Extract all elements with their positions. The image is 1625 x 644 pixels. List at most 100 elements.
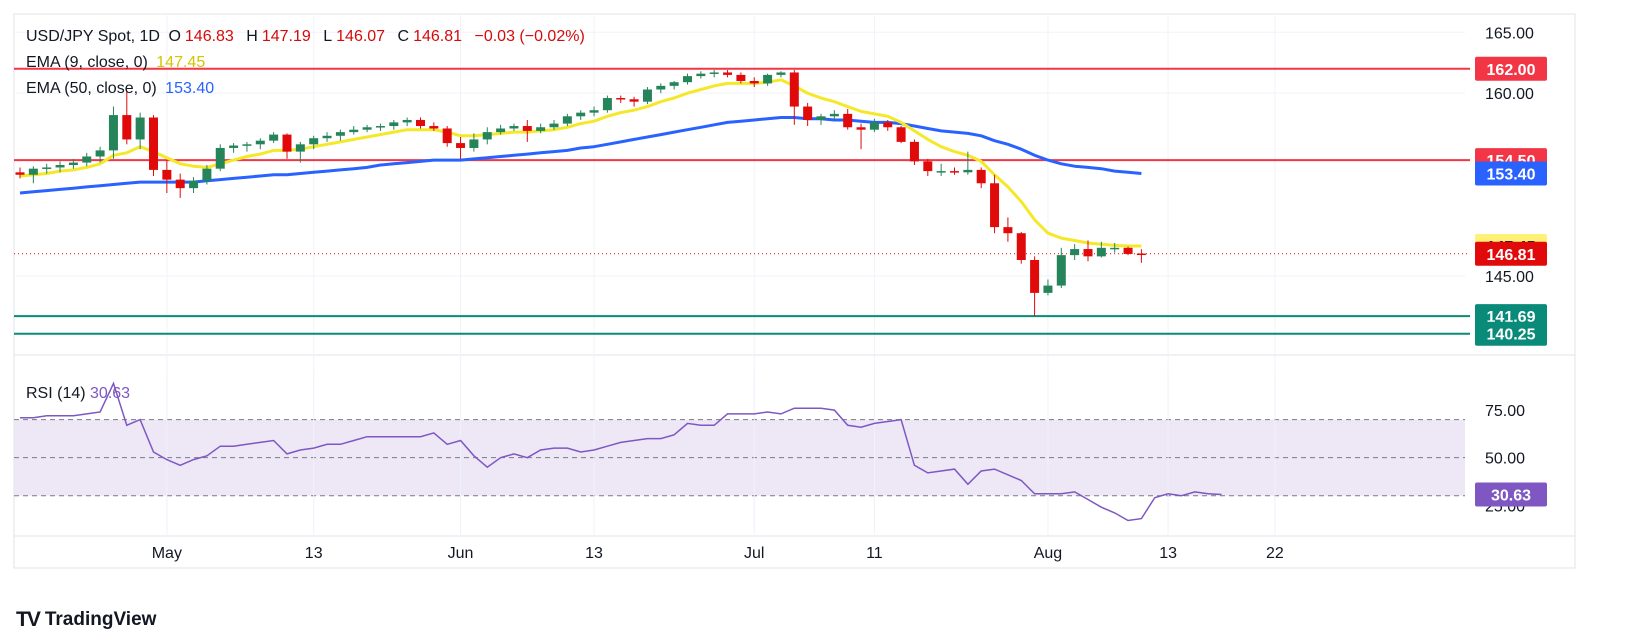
- time-axis-tick: Aug: [1034, 545, 1062, 562]
- candle: [843, 108, 853, 130]
- candle-body: [215, 147, 225, 169]
- candle-body: [1096, 247, 1106, 257]
- candle: [1030, 256, 1040, 317]
- ema9-label: EMA (9, close, 0): [26, 54, 148, 71]
- candle: [896, 126, 906, 144]
- price-axis-tick: 165.00: [1485, 25, 1534, 42]
- candle-body: [656, 85, 666, 90]
- candle-body: [1056, 255, 1066, 286]
- candle: [522, 119, 532, 142]
- candle-body: [1003, 227, 1013, 234]
- candle: [536, 123, 546, 134]
- candle-body: [763, 74, 773, 84]
- ohlc-high: H 147.19: [246, 28, 311, 45]
- rsi-axis-tick: 50.00: [1485, 451, 1525, 468]
- candle-body: [162, 169, 172, 180]
- candle: [1070, 244, 1080, 261]
- candle-body: [135, 117, 145, 140]
- ohlc-low: L 146.07: [323, 28, 386, 45]
- candle: [149, 115, 158, 176]
- candle-body: [82, 156, 92, 163]
- candle-body: [602, 98, 612, 111]
- candle-body: [843, 113, 853, 128]
- candle-body: [322, 135, 332, 139]
- ema50-value: 153.40: [165, 80, 215, 97]
- candle: [549, 119, 559, 130]
- candle-body: [749, 80, 759, 84]
- candle-body: [202, 168, 212, 181]
- candle: [255, 138, 265, 150]
- candle: [1056, 247, 1066, 289]
- time-axis-tick: 11: [866, 545, 883, 562]
- ema9-legend[interactable]: EMA (9, close, 0) 147.45: [26, 54, 209, 72]
- tradingview-logo-icon: TV: [16, 608, 41, 631]
- candle: [562, 113, 572, 127]
- candle-body: [549, 123, 559, 128]
- candle: [309, 135, 319, 150]
- candle-body: [402, 119, 412, 123]
- candle: [15, 167, 25, 179]
- candle: [869, 118, 879, 133]
- candle: [723, 70, 733, 78]
- candle: [789, 70, 799, 125]
- candle: [496, 124, 506, 135]
- level-tag-140.25-bg: [1475, 321, 1547, 346]
- candle-body: [309, 138, 319, 145]
- candle-body: [255, 140, 265, 145]
- candle: [576, 110, 586, 120]
- candle-body: [883, 122, 893, 128]
- rsi-legend[interactable]: RSI (14) 30.63: [26, 385, 130, 403]
- candle-body: [469, 139, 479, 148]
- candle: [175, 173, 185, 198]
- candle-body: [869, 122, 879, 130]
- candle: [95, 146, 105, 163]
- candle: [950, 167, 959, 175]
- candle-body: [509, 126, 519, 129]
- candle: [1043, 279, 1053, 296]
- candle: [295, 141, 305, 163]
- candle: [189, 177, 199, 194]
- candle: [736, 72, 746, 84]
- candle-body: [42, 167, 52, 169]
- candle-body: [1043, 285, 1053, 293]
- candle: [936, 163, 946, 176]
- candle-body: [95, 150, 105, 157]
- candle-body: [562, 116, 572, 124]
- symbol-name[interactable]: USD/JPY Spot, 1D: [26, 28, 160, 45]
- candle: [162, 160, 172, 194]
- tradingview-brand[interactable]: TV TradingView: [16, 608, 156, 632]
- candle: [469, 133, 479, 152]
- ema50-legend[interactable]: EMA (50, close, 0) 153.40: [26, 80, 218, 98]
- candle-body: [950, 171, 959, 173]
- ema50-label: EMA (50, close, 0): [26, 80, 157, 97]
- candle-body: [55, 165, 65, 168]
- candle: [242, 141, 252, 152]
- candle: [709, 70, 719, 78]
- candle: [990, 174, 1000, 234]
- candle: [656, 83, 666, 94]
- candle: [642, 87, 652, 105]
- candle-body: [522, 126, 532, 131]
- price-axis-tick: 160.00: [1485, 86, 1534, 103]
- level-tag-162.00-bg: [1475, 56, 1547, 81]
- candle: [322, 132, 332, 142]
- candle-body: [936, 171, 946, 173]
- candle-body: [242, 144, 252, 146]
- candle-body: [976, 169, 986, 184]
- candle: [82, 152, 92, 167]
- candle: [909, 139, 919, 166]
- candle-body: [335, 132, 345, 136]
- candle-body: [963, 169, 973, 173]
- candle: [362, 124, 372, 133]
- candle: [1136, 249, 1146, 263]
- candle: [68, 158, 78, 169]
- candle: [883, 119, 893, 131]
- candle-body: [896, 127, 906, 142]
- candle: [1096, 241, 1106, 258]
- candle: [923, 158, 933, 176]
- candle-body: [269, 134, 279, 141]
- candle-body: [723, 72, 733, 75]
- candle-body: [362, 127, 372, 130]
- ohlc-open: O 146.83: [168, 28, 234, 45]
